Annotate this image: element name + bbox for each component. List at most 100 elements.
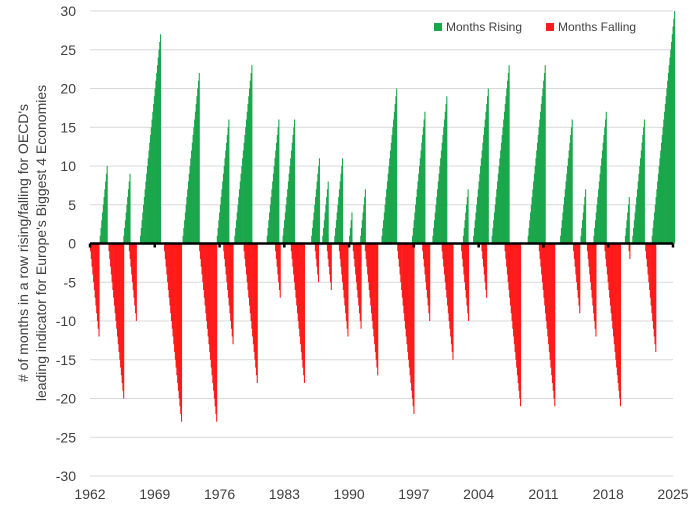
bar	[184, 212, 186, 244]
bar	[317, 243, 320, 283]
bar	[298, 243, 300, 329]
bar	[222, 173, 225, 244]
bar	[616, 243, 618, 368]
bar	[113, 243, 115, 306]
bar	[352, 243, 354, 252]
bar	[299, 243, 301, 337]
bar	[92, 243, 94, 275]
legend-label-rising: Months Rising	[446, 20, 522, 34]
bar	[531, 197, 533, 244]
y-tick-label: 25	[60, 42, 76, 58]
y-tick-label: -5	[64, 274, 77, 290]
bar	[537, 135, 539, 244]
bar	[594, 243, 596, 329]
bar	[174, 243, 176, 352]
bar	[535, 158, 537, 244]
bar	[672, 26, 674, 244]
bar	[452, 243, 454, 360]
bar	[223, 166, 225, 244]
bar	[338, 197, 340, 244]
bar	[274, 158, 276, 244]
bar	[276, 243, 278, 267]
bar	[93, 243, 95, 290]
bar	[242, 150, 244, 244]
bar	[401, 243, 403, 290]
bar	[654, 243, 656, 345]
bar	[197, 80, 200, 244]
bar	[483, 127, 485, 244]
bar	[503, 119, 505, 244]
bar	[188, 173, 190, 244]
series-months-rising	[99, 11, 676, 244]
bar	[314, 243, 316, 252]
bar	[441, 243, 443, 252]
bar	[358, 243, 360, 306]
bar	[508, 65, 510, 244]
bar	[581, 228, 583, 244]
bar	[199, 243, 202, 259]
bar	[249, 80, 251, 244]
bar	[463, 243, 465, 275]
bar	[128, 243, 130, 252]
bar	[290, 150, 293, 244]
bar	[334, 235, 336, 244]
bar	[601, 150, 603, 244]
bar	[374, 243, 376, 352]
bar	[95, 243, 97, 306]
bar	[134, 243, 136, 306]
bar	[110, 243, 112, 275]
bar	[273, 166, 275, 244]
bar	[164, 243, 166, 259]
bar	[605, 111, 607, 244]
x-axis	[88, 242, 675, 248]
bar	[179, 243, 181, 407]
bar	[316, 181, 318, 244]
bar	[513, 243, 515, 337]
bar	[255, 243, 257, 368]
bar	[539, 119, 541, 244]
bar	[516, 243, 518, 376]
bar	[395, 96, 397, 244]
bar	[632, 235, 634, 244]
bar	[182, 235, 184, 244]
bar	[638, 173, 640, 244]
bar	[673, 18, 675, 244]
bar	[423, 243, 425, 267]
bar	[237, 204, 239, 244]
bar	[517, 243, 519, 383]
bar	[279, 243, 281, 298]
bar	[589, 243, 591, 275]
bar	[375, 243, 377, 360]
bar	[386, 189, 388, 244]
bar	[465, 212, 467, 244]
bar	[394, 104, 396, 244]
bar	[567, 158, 569, 244]
bar	[465, 243, 467, 298]
bar	[292, 243, 294, 267]
bar	[210, 243, 212, 368]
bar	[317, 173, 319, 244]
bar	[242, 158, 244, 244]
bar	[371, 243, 373, 314]
bar	[435, 204, 437, 244]
bar	[602, 142, 604, 244]
bar	[224, 243, 226, 259]
bar	[339, 243, 341, 259]
bar	[582, 220, 584, 244]
bar	[571, 119, 573, 244]
bar	[284, 220, 286, 244]
bar	[482, 243, 485, 267]
bar	[277, 243, 279, 275]
bar	[349, 228, 351, 244]
x-tick-label: 1983	[269, 486, 300, 502]
bar	[402, 243, 404, 306]
bar	[171, 243, 173, 329]
bar	[495, 197, 497, 244]
bar	[670, 49, 672, 244]
bar	[156, 65, 159, 244]
bar	[248, 243, 250, 298]
bar	[594, 220, 597, 244]
bar	[416, 189, 418, 244]
bar	[485, 111, 487, 244]
bar	[437, 189, 439, 244]
